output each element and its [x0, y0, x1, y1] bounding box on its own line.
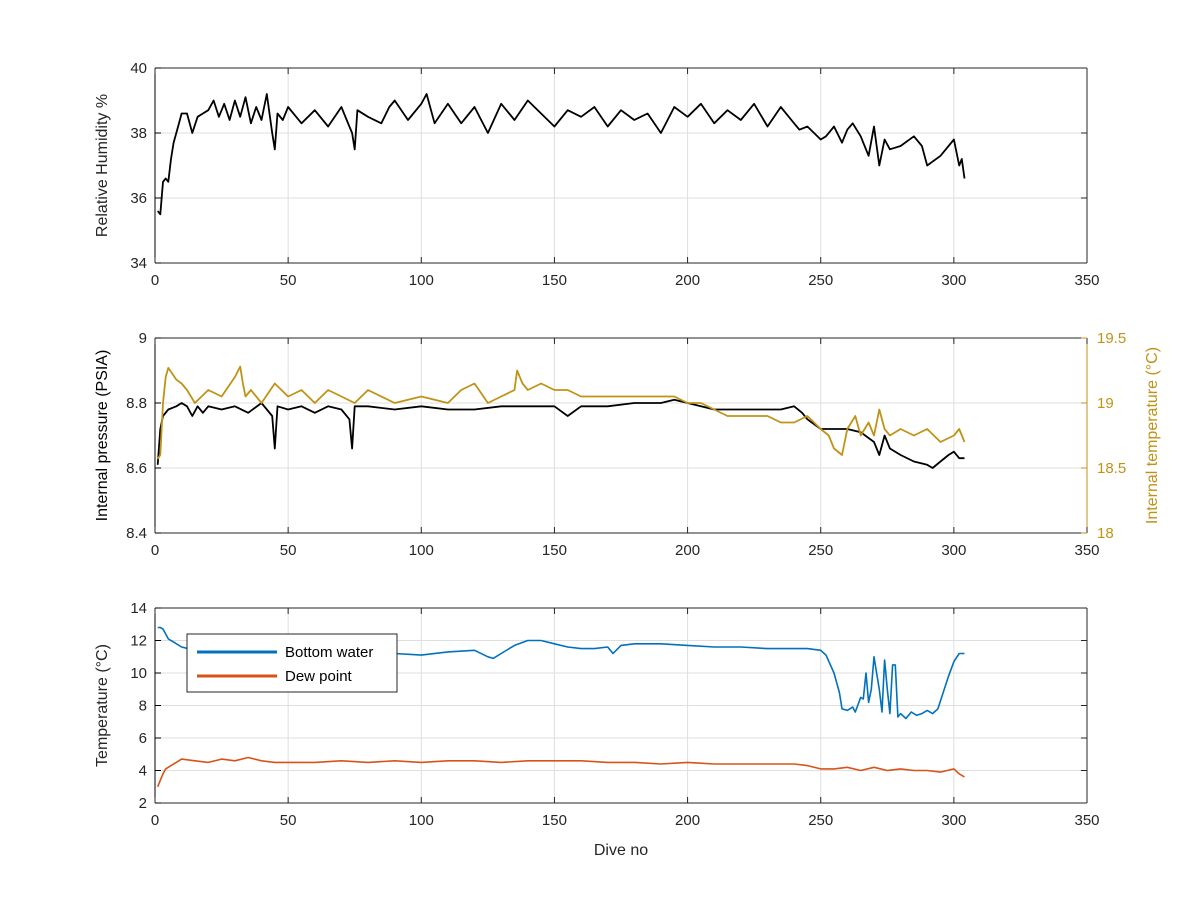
x-tick-label: 250: [808, 272, 833, 289]
y-tick-label: 36: [130, 190, 147, 207]
y-right-tick-label: 19.5: [1097, 330, 1126, 347]
y-right-axis-label: Internal temperature (°C): [1144, 347, 1161, 524]
y-tick-label: 8: [139, 698, 147, 715]
y-tick-label: 34: [130, 255, 147, 272]
chart-panel-2: 0 50 100 150 200 250 300 350 8.4 8.6 8.8 9 18 18.5 19 1…: [94, 330, 1161, 559]
y-tick-label: 8.8: [126, 395, 147, 412]
y-tick-label: 38: [130, 125, 147, 142]
x-axis-label: Dive no: [594, 842, 648, 859]
x-tick-label: 0: [151, 542, 159, 559]
x-tick-label: 0: [151, 272, 159, 289]
series-line-1: [156, 93, 966, 216]
x-tick-label: 300: [941, 812, 966, 829]
plot-area: [155, 338, 1087, 533]
y-tick-label: 8.6: [126, 460, 147, 477]
legend-label: Dew point: [285, 668, 353, 685]
x-tick-label: 250: [808, 812, 833, 829]
y-tick-label: 4: [139, 763, 147, 780]
y-right-tick-label: 18: [1097, 525, 1114, 542]
plot-area: [155, 68, 1087, 263]
x-tick-label: 50: [280, 272, 297, 289]
x-tick-label: 0: [151, 812, 159, 829]
x-tick-label: 100: [409, 542, 434, 559]
x-tick-label: 300: [941, 542, 966, 559]
y-tick-label: 6: [139, 730, 147, 747]
x-tick-label: 300: [941, 272, 966, 289]
series-line-dew-point: [156, 756, 965, 788]
y-tick-label: 2: [139, 795, 147, 812]
x-tick-label: 150: [542, 272, 567, 289]
x-tick-label: 350: [1074, 272, 1099, 289]
legend: Bottom water Dew point: [186, 633, 398, 693]
chart-panel-3: 0 50 100 150 200 250 300 350 2 4 6 8 10 12 14 Temperatu…: [94, 600, 1100, 859]
x-tick-label: 50: [280, 542, 297, 559]
y-axis-label: Internal pressure (PSIA): [94, 350, 111, 522]
x-tick-label: 100: [409, 812, 434, 829]
legend-label: Bottom water: [285, 644, 373, 661]
y-tick-label: 8.4: [126, 525, 147, 542]
y-tick-label: 12: [130, 633, 147, 650]
x-tick-label: 200: [675, 812, 700, 829]
y-tick-label: 14: [130, 600, 147, 617]
y-tick-label: 10: [130, 665, 147, 682]
x-tick-label: 50: [280, 812, 297, 829]
x-tick-label: 100: [409, 272, 434, 289]
y-tick-label: 40: [130, 60, 147, 77]
chart-panel-1: 0 50 100 150 200 250 300 350 34 36 38 40 Relative Hu…: [94, 60, 1100, 289]
x-tick-label: 150: [542, 542, 567, 559]
series-line-2: [156, 365, 966, 460]
x-tick-label: 350: [1074, 542, 1099, 559]
x-tick-label: 200: [675, 272, 700, 289]
y-right-tick-label: 19: [1097, 395, 1114, 412]
y-right-tick-label: 18.5: [1097, 460, 1126, 477]
series-line-1: [156, 398, 965, 469]
y-axis-label: Relative Humidity %: [94, 94, 111, 237]
x-tick-label: 350: [1074, 812, 1099, 829]
y-axis-label: Temperature (°C): [94, 644, 111, 767]
x-tick-label: 200: [675, 542, 700, 559]
x-tick-label: 250: [808, 542, 833, 559]
legend-box: [186, 633, 398, 693]
y-tick-label: 9: [139, 330, 147, 347]
x-tick-label: 150: [542, 812, 567, 829]
